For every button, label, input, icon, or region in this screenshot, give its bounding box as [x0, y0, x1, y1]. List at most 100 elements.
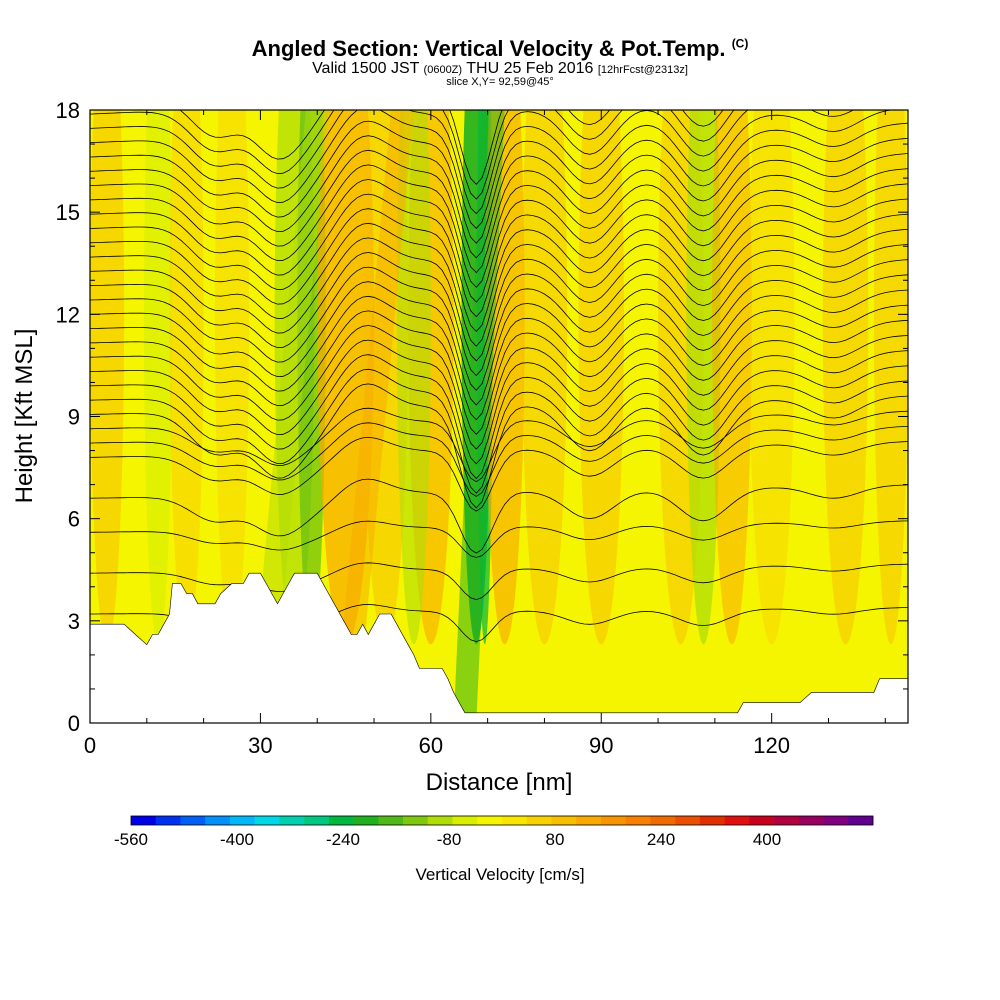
pot-temp-contour — [90, 110, 855, 215]
pot-temp-contour — [179, 110, 724, 185]
colorbar-swatch — [675, 816, 701, 825]
pot-temp-contour — [90, 422, 908, 497]
y-tick-label: 18 — [56, 98, 80, 123]
colorbar-swatch — [155, 816, 181, 825]
colorbar-tick-label: 400 — [753, 830, 781, 849]
colorbar-swatch — [551, 816, 577, 825]
colorbar-label: Vertical Velocity [cm/s] — [415, 865, 584, 884]
valid-utc: (0600Z) — [423, 64, 463, 76]
velocity-tilt-band — [249, 110, 329, 723]
colorbar-swatch — [131, 816, 157, 825]
colorbar-swatch — [526, 816, 552, 825]
velocity-field — [90, 110, 908, 723]
colorbar-swatch — [427, 816, 453, 825]
x-tick-label: 0 — [84, 733, 96, 758]
pot-temp-contour — [90, 120, 908, 244]
colorbar-swatch — [180, 816, 206, 825]
plot-area — [90, 110, 908, 723]
pot-temp-contour-low — [90, 478, 908, 554]
colorbar-swatch — [378, 816, 404, 825]
y-tick-label: 6 — [68, 507, 80, 532]
velocity-tilt-band — [334, 110, 414, 723]
colorbar-swatch — [848, 816, 874, 825]
colorbar-tick-label: -560 — [114, 830, 148, 849]
forecast-info: [12hrFcst@2313z] — [597, 64, 688, 76]
terrain — [90, 572, 908, 723]
axes: 0 30 60 90 120 0 3 6 9 12 15 18 — [56, 98, 908, 758]
pot-temp-contour — [90, 252, 908, 377]
velocity-band — [169, 110, 204, 645]
y-tick-label: 9 — [68, 405, 80, 430]
y-tick-label: 15 — [56, 200, 80, 225]
pot-temp-contour — [90, 354, 908, 480]
y-tick-label: 0 — [68, 711, 80, 736]
valid-date: THU 25 Feb 2016 — [466, 60, 594, 77]
pot-temp-contour — [90, 339, 908, 465]
colorbar-tick-label: -80 — [437, 830, 462, 849]
pot-temp-contour — [90, 325, 908, 450]
colorbar-swatch — [699, 816, 725, 825]
colorbar-swatch — [724, 816, 750, 825]
colorbar-tick-label: -240 — [326, 830, 360, 849]
velocity-band — [143, 110, 173, 645]
pot-temp-contour — [90, 193, 908, 318]
x-tick-label: 30 — [248, 733, 272, 758]
pot-temp-contour — [90, 281, 908, 406]
colorbar-swatch — [798, 816, 824, 825]
y-axis-title: Height [Kft MSL] — [11, 329, 38, 504]
chart-title-text: Angled Section: Vertical Velocity & Pot.… — [251, 36, 726, 61]
pot-temp-contour — [90, 310, 908, 435]
x-axis-title: Distance [nm] — [426, 769, 573, 796]
pot-temp-contour — [90, 222, 908, 347]
colorbar-swatch — [650, 816, 676, 825]
colorbar-swatch — [229, 816, 255, 825]
chart-subtitle: Valid 1500 JST (0600Z) THU 25 Feb 2016 [… — [0, 60, 1000, 78]
pot-temp-contour — [90, 110, 735, 200]
pot-temp-contour — [90, 436, 908, 512]
colorbar-tick-label: 80 — [546, 830, 565, 849]
velocity-band — [396, 110, 431, 645]
velocity-band — [822, 110, 869, 645]
colorbar-swatch — [279, 816, 305, 825]
copyright-mark: (C) — [731, 36, 749, 51]
slice-info: slice X,Y= 92,59@45° — [446, 76, 554, 88]
velocity-band — [873, 110, 908, 645]
colorbar-swatch — [823, 816, 849, 825]
colorbar-swatch — [477, 816, 503, 825]
pot-temp-contour — [90, 295, 908, 421]
pot-temp-contour — [90, 164, 908, 288]
pot-temp-contour — [90, 149, 908, 274]
velocity-band — [578, 110, 624, 645]
colorbar-frame — [130, 815, 874, 826]
velocity-band — [748, 110, 795, 645]
pot-temp-contour — [90, 208, 908, 332]
x-tick-label: 90 — [589, 733, 613, 758]
colorbar-swatch — [749, 816, 775, 825]
chart-title: Angled Section: Vertical Velocity & Pot.… — [0, 36, 1000, 62]
colorbar-swatch — [600, 816, 626, 825]
valid-prefix: Valid 1500 JST — [312, 60, 420, 77]
velocity-band — [686, 110, 721, 645]
x-tick-label: 60 — [419, 733, 443, 758]
pot-temp-contour — [90, 266, 908, 391]
colorbar-swatch — [353, 816, 379, 825]
colorbar: -560 -400 -240 -80 80 240 400 — [114, 815, 874, 849]
velocity-band — [214, 110, 250, 645]
colorbar-swatch — [254, 816, 280, 825]
pot-temp-contour-low — [90, 520, 908, 558]
pot-temp-contour — [90, 135, 908, 259]
x-tick-label: 120 — [753, 733, 790, 758]
colorbar-swatch — [625, 816, 651, 825]
y-tick-label: 12 — [56, 302, 80, 327]
pot-temp-contour — [90, 179, 908, 303]
colorbar-swatch — [403, 816, 429, 825]
pot-temp-contour-low — [90, 562, 908, 601]
colorbar-swatch — [328, 816, 354, 825]
velocity-band — [712, 110, 752, 645]
colorbar-tick-label: -400 — [220, 830, 254, 849]
pot-temp-contour — [90, 383, 908, 509]
colorbar-swatch — [502, 816, 528, 825]
pot-temp-contour — [90, 237, 908, 362]
colorbar-swatch — [205, 816, 231, 825]
velocity-band — [521, 110, 568, 645]
